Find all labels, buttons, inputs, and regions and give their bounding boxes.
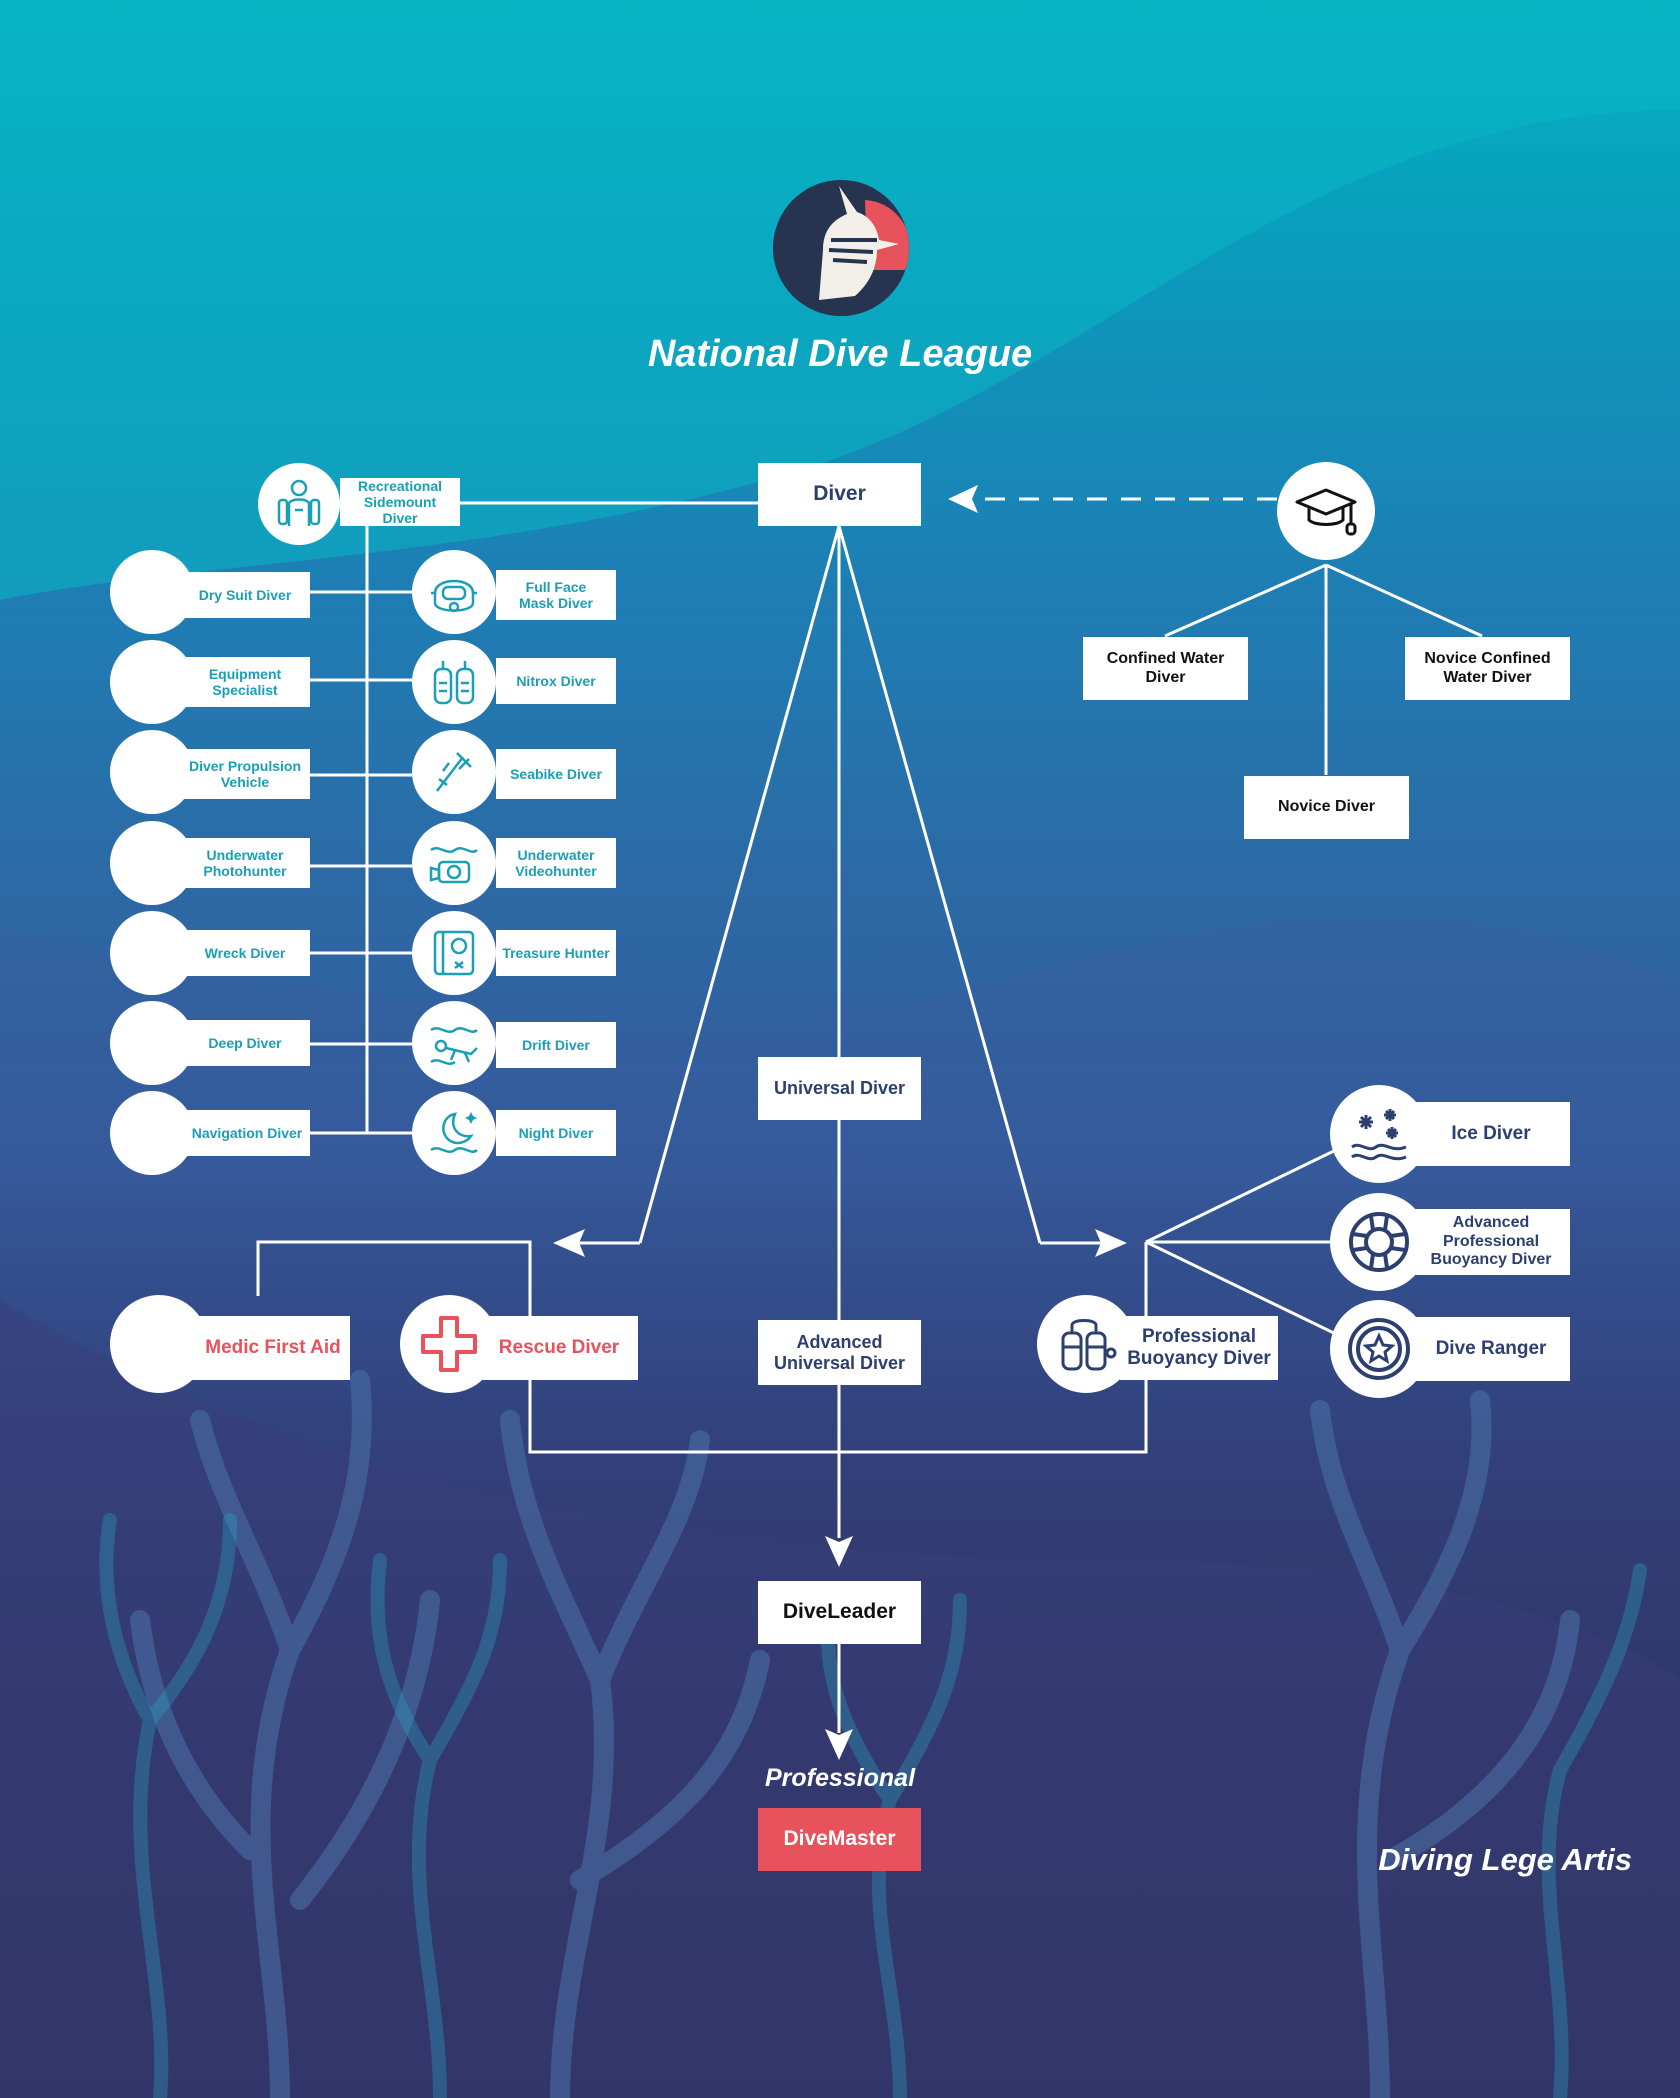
seabike-circle bbox=[412, 730, 496, 814]
moon-icon bbox=[430, 1112, 478, 1153]
treasure-hunter-node[interactable]: Treasure Hunter bbox=[496, 930, 616, 976]
coral-decoration bbox=[99, 1370, 1647, 2098]
drift-diver-icon bbox=[430, 1027, 478, 1065]
equipment-specialist-node[interactable]: Equipment Specialist bbox=[180, 657, 310, 707]
nitrox-node[interactable]: Nitrox Diver bbox=[496, 658, 616, 704]
advanced-buoyancy-node[interactable]: Advanced Professional Buoyancy Diver bbox=[1412, 1209, 1570, 1275]
dpv-node[interactable]: Diver Propulsion Vehicle bbox=[180, 749, 310, 799]
sidemount-diver-icon bbox=[277, 479, 321, 526]
divemaster-node[interactable]: DiveMaster bbox=[758, 1808, 921, 1871]
ranger-circle bbox=[1330, 1300, 1428, 1398]
deep-node[interactable]: Deep Diver bbox=[180, 1020, 310, 1066]
star-badge-icon bbox=[1348, 1318, 1410, 1380]
videohunter-circle bbox=[412, 821, 496, 905]
league-logo bbox=[773, 180, 909, 316]
video-camera-icon bbox=[429, 847, 478, 884]
ice-circle bbox=[1330, 1085, 1428, 1183]
advanced-universal-node[interactable]: Advanced Universal Diver bbox=[758, 1320, 921, 1385]
night-node[interactable]: Night Diver bbox=[496, 1110, 616, 1156]
dry-suit-node[interactable]: Dry Suit Diver bbox=[180, 572, 310, 618]
snowflake-icon bbox=[1351, 1109, 1407, 1161]
buoyancy-circle bbox=[1037, 1295, 1135, 1393]
full-face-mask-icon bbox=[431, 579, 477, 613]
life-ring-icon bbox=[1349, 1212, 1409, 1272]
wreck-node[interactable]: Wreck Diver bbox=[180, 930, 310, 976]
page-title: National Dive League bbox=[647, 333, 1033, 375]
full-face-mask-circle bbox=[412, 550, 496, 634]
navigation-node[interactable]: Navigation Diver bbox=[180, 1110, 310, 1156]
scuba-tanks-icon bbox=[1061, 1319, 1117, 1371]
videohunter-node[interactable]: Underwater Videohunter bbox=[496, 838, 616, 888]
drift-node[interactable]: Drift Diver bbox=[496, 1022, 616, 1068]
slogan: Diving Lege Artis bbox=[1378, 1842, 1632, 1877]
treasure-map-icon bbox=[433, 930, 475, 976]
sidemount-node[interactable]: Recreational Sidemount Diver bbox=[340, 478, 460, 526]
diveleader-node[interactable]: DiveLeader bbox=[758, 1581, 921, 1644]
seabike-node[interactable]: Seabike Diver bbox=[496, 749, 616, 799]
photohunter-node[interactable]: Underwater Photohunter bbox=[180, 838, 310, 888]
medic-first-aid-node[interactable]: Medic First Aid bbox=[190, 1316, 350, 1380]
seabike-icon bbox=[436, 752, 472, 792]
diver-node[interactable]: Diver bbox=[758, 463, 921, 526]
graduation-cap-icon bbox=[1295, 488, 1357, 536]
education-circle bbox=[1277, 462, 1375, 560]
nitrox-circle bbox=[412, 640, 496, 724]
confined-water-node[interactable]: Confined Water Diver bbox=[1083, 637, 1248, 700]
novice-diver-node[interactable]: Novice Diver bbox=[1244, 776, 1409, 839]
full-face-mask-node[interactable]: Full Face Mask Diver bbox=[496, 570, 616, 620]
treasure-hunter-circle bbox=[412, 911, 496, 995]
knight-helmet-icon bbox=[773, 180, 909, 316]
night-circle bbox=[412, 1091, 496, 1175]
nitrox-tanks-icon bbox=[433, 661, 475, 705]
rescue-diver-node[interactable]: Rescue Diver bbox=[480, 1316, 638, 1380]
professional-buoyancy-node[interactable]: Professional Buoyancy Diver bbox=[1120, 1316, 1278, 1380]
universal-diver-node[interactable]: Universal Diver bbox=[758, 1057, 921, 1120]
medical-cross-icon bbox=[421, 1316, 477, 1372]
drift-circle bbox=[412, 1001, 496, 1085]
professional-label: Professional bbox=[764, 1764, 916, 1792]
dive-ranger-node[interactable]: Dive Ranger bbox=[1412, 1317, 1570, 1381]
novice-confined-node[interactable]: Novice Confined Water Diver bbox=[1405, 637, 1570, 700]
sidemount-circle bbox=[258, 463, 340, 545]
ice-diver-node[interactable]: Ice Diver bbox=[1412, 1102, 1570, 1166]
advanced-buoyancy-circle bbox=[1330, 1193, 1428, 1291]
